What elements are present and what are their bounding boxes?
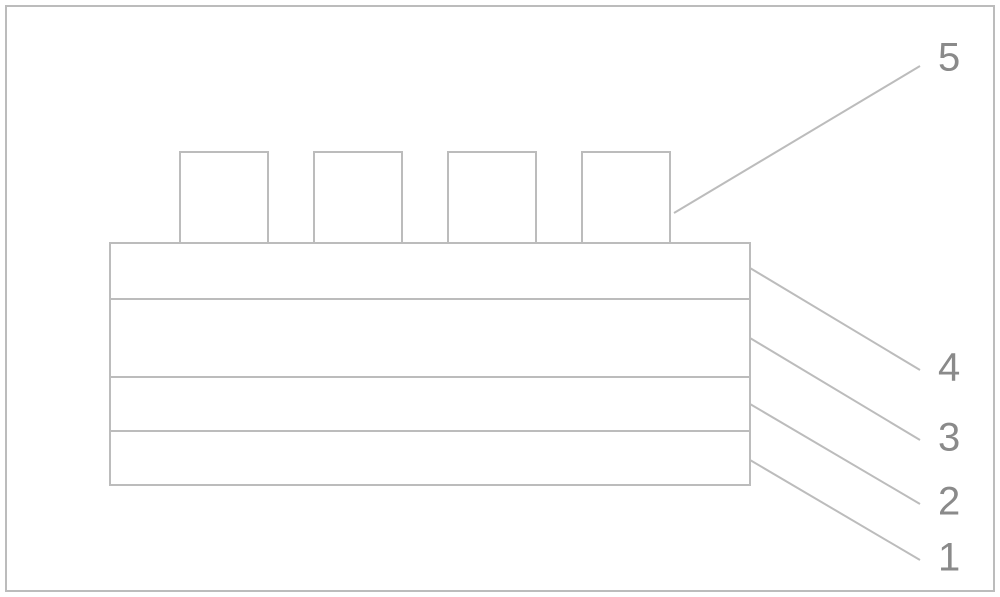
lead-1	[750, 460, 920, 560]
top-block-4	[582, 152, 670, 243]
layer-3	[110, 299, 750, 377]
label-5: 5	[938, 36, 960, 80]
label-4: 4	[938, 346, 960, 390]
layer-4	[110, 243, 750, 299]
label-2: 2	[938, 480, 960, 524]
top-block-1	[180, 152, 268, 243]
top-block-2	[314, 152, 402, 243]
lead-5	[674, 66, 920, 213]
lead-3	[750, 338, 920, 440]
label-3: 3	[938, 416, 960, 460]
label-1: 1	[938, 536, 960, 580]
top-block-3	[448, 152, 536, 243]
lead-2	[750, 404, 920, 504]
lead-4	[750, 268, 920, 370]
layer-1	[110, 431, 750, 485]
layer-2	[110, 377, 750, 431]
